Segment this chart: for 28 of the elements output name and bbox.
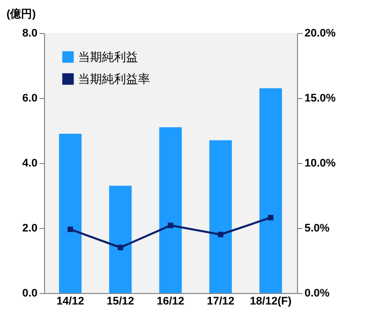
x-tick-label: 18/12(F) — [250, 296, 292, 308]
bar — [159, 127, 182, 293]
x-tick-label: 16/12 — [156, 296, 184, 308]
y-tick-label: 8.0 — [22, 28, 38, 40]
y-tick-label: 2.0 — [22, 222, 38, 234]
y-tick-label: 4.0 — [22, 158, 38, 170]
bar — [109, 186, 132, 293]
y-axis-title: (億円) — [6, 8, 36, 20]
y2-tick-label: 15.0% — [304, 92, 336, 104]
legend-label: 当期純利益 — [78, 50, 138, 64]
bar — [259, 88, 282, 293]
y-tick-label: 6.0 — [22, 92, 38, 104]
bar — [59, 134, 82, 293]
y-tick-label: 0.0 — [22, 288, 38, 300]
y2-tick-label: 0.0% — [304, 288, 330, 300]
point — [118, 244, 124, 250]
bar — [209, 140, 232, 293]
point — [168, 222, 174, 228]
x-tick-label: 17/12 — [206, 296, 234, 308]
x-tick-label: 14/12 — [56, 296, 84, 308]
x-tick-label: 15/12 — [106, 296, 134, 308]
y2-tick-label: 20.0% — [304, 28, 336, 40]
point — [68, 226, 74, 232]
legend-label: 当期純利益率 — [78, 72, 150, 86]
point — [218, 232, 224, 238]
point — [268, 214, 274, 220]
y2-tick-label: 10.0% — [304, 158, 336, 170]
y2-tick-label: 5.0% — [304, 222, 330, 234]
